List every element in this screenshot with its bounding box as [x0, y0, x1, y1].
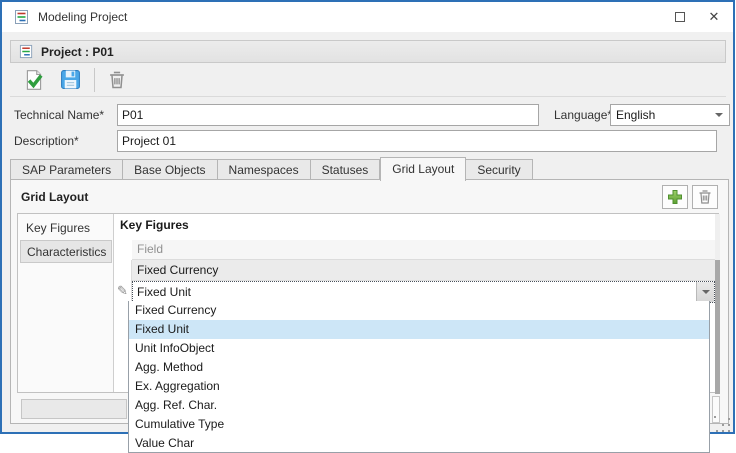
project-title: Project : P01: [41, 44, 114, 59]
tab-base-objects[interactable]: Base Objects: [123, 159, 218, 180]
maximize-icon: [675, 12, 685, 22]
language-value: English: [616, 108, 656, 122]
chevron-down-icon: [701, 290, 710, 294]
validate-document-icon: [26, 69, 43, 90]
close-button[interactable]: ✕: [697, 2, 731, 32]
grid-vertical-scrollbar[interactable]: [715, 214, 720, 394]
save-icon: [60, 70, 80, 89]
toolbar: [10, 63, 726, 97]
maximize-button[interactable]: [663, 2, 697, 32]
technical-name-label: Technical Name*: [14, 108, 105, 122]
project-group-header: Project : P01: [10, 40, 726, 63]
dropdown-item-selected[interactable]: Fixed Unit: [129, 320, 709, 339]
section-title: Key Figures: [118, 218, 191, 232]
delete-button[interactable]: [103, 66, 131, 94]
title-bar[interactable]: Modeling Project ✕: [2, 2, 733, 32]
editor-dropdown-button[interactable]: [696, 282, 714, 302]
dropdown-item[interactable]: Agg. Ref. Char.: [135, 398, 218, 412]
trash-icon: [110, 71, 124, 88]
left-tab-key-figures[interactable]: Key Figures: [20, 217, 112, 240]
toolbar-separator: [94, 67, 95, 92]
dropdown-item[interactable]: Agg. Method: [135, 360, 204, 374]
description-label: Description*: [14, 134, 79, 148]
close-icon: ✕: [708, 9, 720, 24]
validate-button[interactable]: [20, 66, 48, 94]
language-label: Language*: [554, 108, 613, 122]
editor-value: Fixed Unit: [137, 285, 192, 299]
save-button[interactable]: [56, 66, 84, 94]
pencil-icon: ✎: [117, 283, 128, 298]
left-tab-characteristics[interactable]: Characteristics: [20, 240, 112, 263]
project-icon: [15, 10, 28, 24]
trash-icon: [699, 190, 711, 204]
grid-left-tabs: Key Figures Characteristics: [18, 214, 114, 392]
technical-name-input[interactable]: [117, 104, 539, 126]
panel-title: Grid Layout: [21, 190, 89, 204]
project-icon: [19, 44, 33, 59]
plus-icon: [668, 190, 682, 204]
description-input[interactable]: [117, 130, 717, 152]
field-dropdown-popup: Fixed Currency Fixed Unit Unit InfoObjec…: [128, 301, 710, 453]
scrollbar-thumb[interactable]: [715, 260, 720, 394]
window-title: Modeling Project: [38, 10, 128, 24]
grid-row-fixed-currency[interactable]: Fixed Currency: [132, 260, 715, 281]
chevron-down-icon: [715, 113, 723, 117]
dropdown-item[interactable]: Unit InfoObject: [135, 341, 215, 355]
dropdown-item-clipped[interactable]: Value Char: [135, 436, 195, 450]
tab-strip: SAP Parameters Base Objects Namespaces S…: [10, 156, 533, 181]
scrollbar-page-area[interactable]: [712, 396, 720, 423]
add-row-button[interactable]: [662, 185, 688, 209]
tab-sap-parameters[interactable]: SAP Parameters: [10, 159, 124, 180]
bottom-scrollbar[interactable]: [21, 399, 127, 419]
language-select[interactable]: English: [610, 104, 730, 126]
dropdown-item[interactable]: Ex. Aggregation: [135, 379, 220, 393]
tab-statuses[interactable]: Statuses: [310, 159, 381, 180]
dropdown-item[interactable]: Cumulative Type: [135, 417, 225, 431]
delete-row-button[interactable]: [692, 185, 718, 209]
dropdown-item[interactable]: Fixed Currency: [135, 303, 217, 317]
column-header-field[interactable]: Field: [132, 240, 715, 260]
tab-grid-layout[interactable]: Grid Layout: [380, 157, 467, 181]
resize-grip[interactable]: [714, 416, 732, 434]
tab-namespaces[interactable]: Namespaces: [217, 159, 311, 180]
tab-security[interactable]: Security: [466, 159, 533, 180]
inline-editor[interactable]: Fixed Unit: [132, 281, 715, 303]
